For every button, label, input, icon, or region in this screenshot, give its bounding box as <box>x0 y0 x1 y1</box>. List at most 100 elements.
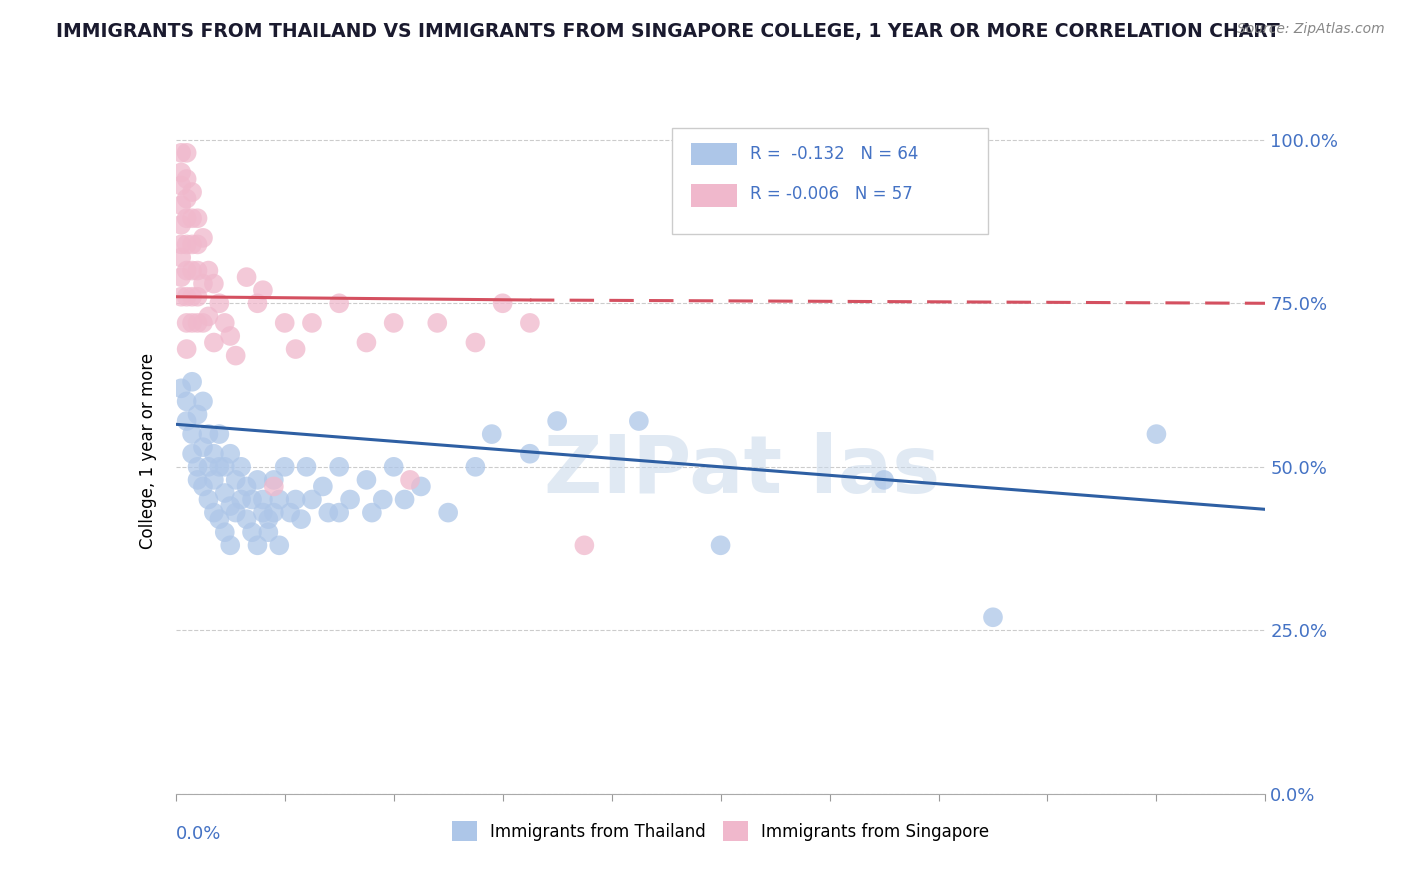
Point <box>519 316 541 330</box>
Point <box>170 165 193 179</box>
Point <box>269 538 291 552</box>
Point <box>257 525 280 540</box>
Point <box>186 316 209 330</box>
Point <box>181 263 204 277</box>
Point <box>202 447 225 461</box>
Point <box>284 342 307 356</box>
Point <box>186 473 209 487</box>
Text: IMMIGRANTS FROM THAILAND VS IMMIGRANTS FROM SINGAPORE COLLEGE, 1 YEAR OR MORE CO: IMMIGRANTS FROM THAILAND VS IMMIGRANTS F… <box>56 22 1279 41</box>
Point <box>176 192 198 206</box>
Point <box>295 459 318 474</box>
Text: Source: ZipAtlas.com: Source: ZipAtlas.com <box>1237 22 1385 37</box>
Point <box>170 381 193 395</box>
Point <box>176 316 198 330</box>
Text: R = -0.006   N = 57: R = -0.006 N = 57 <box>749 186 912 203</box>
Point <box>186 263 209 277</box>
Point <box>1144 427 1167 442</box>
Point <box>231 492 253 507</box>
Point <box>191 277 214 291</box>
Point <box>246 473 269 487</box>
Point <box>176 290 198 304</box>
Point <box>214 459 236 474</box>
Point <box>181 427 204 442</box>
Point <box>191 394 214 409</box>
Text: R =  -0.132   N = 64: R = -0.132 N = 64 <box>749 145 918 162</box>
Point <box>437 506 460 520</box>
Text: 0.0%: 0.0% <box>176 825 221 843</box>
Point <box>170 145 193 160</box>
Point <box>278 506 301 520</box>
Point <box>202 473 225 487</box>
Point <box>263 473 285 487</box>
Point <box>240 492 263 507</box>
Point <box>371 492 394 507</box>
Point <box>219 447 242 461</box>
Point <box>170 218 193 232</box>
Point <box>181 316 204 330</box>
Point <box>356 335 378 350</box>
Point <box>176 414 198 428</box>
Point <box>394 492 416 507</box>
Point <box>176 145 198 160</box>
Point <box>409 479 432 493</box>
Point <box>181 447 204 461</box>
Point <box>328 459 350 474</box>
Point <box>464 459 486 474</box>
Point <box>290 512 312 526</box>
Point <box>263 506 285 520</box>
Point <box>481 427 503 442</box>
Bar <box>692 143 737 165</box>
Point <box>219 538 242 552</box>
Point <box>181 185 204 199</box>
Point <box>170 198 193 212</box>
Point <box>382 316 405 330</box>
Legend: Immigrants from Thailand, Immigrants from Singapore: Immigrants from Thailand, Immigrants fro… <box>446 814 995 847</box>
Point <box>301 316 323 330</box>
Point <box>399 473 422 487</box>
Point <box>981 610 1004 624</box>
Point <box>197 310 219 324</box>
Point <box>170 237 193 252</box>
Point <box>710 538 733 552</box>
Point <box>197 263 219 277</box>
Point <box>627 414 650 428</box>
Bar <box>692 184 737 207</box>
Point <box>225 506 247 520</box>
Point <box>186 408 209 422</box>
Point <box>284 492 307 507</box>
Point <box>191 231 214 245</box>
Point <box>219 329 242 343</box>
Point <box>197 427 219 442</box>
Point <box>574 538 596 552</box>
Point <box>202 277 225 291</box>
Point <box>231 459 253 474</box>
Point <box>519 447 541 461</box>
Point <box>269 492 291 507</box>
Point <box>263 479 285 493</box>
Point <box>176 394 198 409</box>
Point <box>240 525 263 540</box>
Point <box>170 178 193 193</box>
Point <box>546 414 568 428</box>
Point <box>339 492 361 507</box>
Point <box>274 316 297 330</box>
Point <box>191 440 214 454</box>
Point <box>235 270 257 285</box>
Point <box>257 512 280 526</box>
Point <box>176 211 198 226</box>
Point <box>301 492 323 507</box>
Point <box>328 296 350 310</box>
Point <box>170 290 193 304</box>
Point <box>219 499 242 513</box>
Point <box>186 459 209 474</box>
Point <box>426 316 449 330</box>
Point <box>214 486 236 500</box>
Point <box>202 506 225 520</box>
Point <box>312 479 335 493</box>
Point <box>208 512 231 526</box>
Point <box>181 375 204 389</box>
Point <box>186 290 209 304</box>
Point <box>225 349 247 363</box>
Point <box>252 506 274 520</box>
Point <box>197 459 219 474</box>
